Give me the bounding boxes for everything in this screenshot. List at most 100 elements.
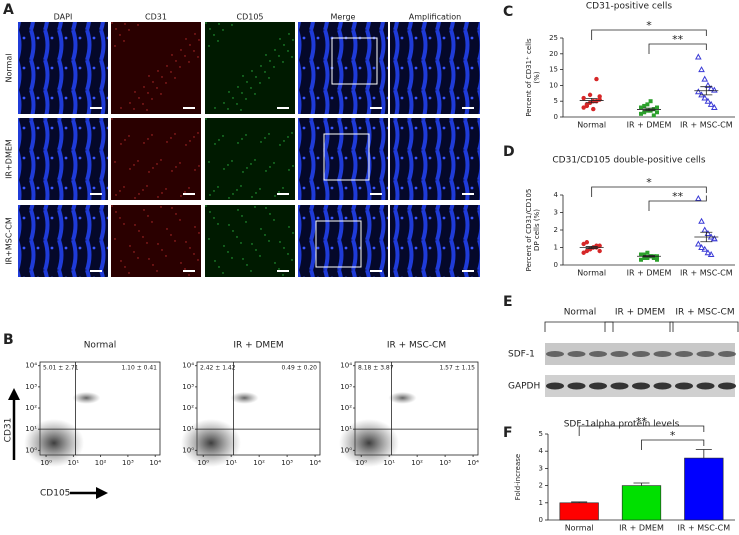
scale-bar <box>183 270 195 272</box>
y-tick-label: 10² <box>182 404 194 412</box>
speckle <box>171 54 173 56</box>
speckle <box>193 50 195 52</box>
y-tick-label: 3 <box>554 209 558 217</box>
speckle <box>274 49 276 51</box>
y-tick-label: 10³ <box>25 383 37 391</box>
speckle <box>143 209 145 211</box>
x-tick-label: IR + DMEM <box>627 269 672 278</box>
speckle <box>217 40 219 42</box>
speckle <box>279 38 281 40</box>
speckle <box>283 44 285 46</box>
speckle <box>264 71 266 73</box>
y-tick-label: 4 <box>554 191 559 199</box>
speckle <box>250 163 252 165</box>
speckle <box>143 142 145 144</box>
speckle <box>184 55 186 57</box>
speckle <box>152 264 154 266</box>
speckle <box>205 205 207 207</box>
point <box>701 94 709 101</box>
zoom-box <box>323 133 370 181</box>
band-label: GAPDH <box>508 382 540 392</box>
lane-group: IR + MSC-CM <box>675 308 734 318</box>
lane-bracket <box>604 321 674 332</box>
y-axis-label: Percent of CD31⁺ cells <box>525 38 533 117</box>
speckle <box>184 191 186 193</box>
speckle <box>205 118 207 120</box>
quadrant-label: 1.10 ± 0.41 <box>121 365 157 372</box>
speckle <box>148 75 150 77</box>
point <box>655 110 659 115</box>
speckle <box>147 215 149 217</box>
point <box>639 105 643 110</box>
x-tick-label: IR + MSC-CM <box>680 269 733 278</box>
y-tick-label: 10¹ <box>340 425 352 433</box>
y-tick-label: 10² <box>340 404 352 412</box>
column-header: DAPI <box>54 13 73 22</box>
speckle <box>287 136 289 138</box>
speckle <box>265 54 267 56</box>
zoom-box <box>331 37 378 85</box>
speckle <box>283 247 285 249</box>
micrograph <box>18 118 108 200</box>
band <box>546 382 564 390</box>
point <box>707 100 715 107</box>
speckle <box>223 102 225 104</box>
y-tick-label: 0 <box>554 113 558 121</box>
scale-bar <box>183 193 195 195</box>
speckle <box>174 133 176 135</box>
speckle <box>236 103 238 105</box>
panel-letter: A <box>3 2 14 18</box>
point <box>591 106 596 112</box>
speckle <box>282 187 284 189</box>
speckle <box>137 160 139 162</box>
speckle <box>240 109 242 111</box>
speckle <box>165 188 167 190</box>
speckle <box>274 195 276 197</box>
quadrant-label: 1.57 ± 1.15 <box>439 365 475 372</box>
speckle <box>241 92 243 94</box>
point <box>701 75 709 82</box>
speckle <box>120 143 122 145</box>
error-bar <box>571 501 588 503</box>
speckle <box>259 82 261 84</box>
speckle <box>209 28 211 30</box>
speckle <box>115 211 117 213</box>
y-tick-label: 15 <box>549 66 558 74</box>
speckle <box>198 39 200 41</box>
point <box>642 103 647 108</box>
point <box>639 257 643 262</box>
speckle <box>189 44 191 46</box>
speckle <box>161 192 163 194</box>
band <box>675 382 693 390</box>
scale-bar <box>277 193 289 195</box>
speckle <box>138 193 140 195</box>
y-tick-label: 4 <box>539 447 544 455</box>
significance-bracket <box>591 29 707 40</box>
speckle <box>133 108 135 110</box>
speckle <box>129 102 131 104</box>
speckle <box>246 264 248 266</box>
speckle <box>268 77 270 79</box>
speckle <box>273 219 275 221</box>
speckle <box>148 171 150 173</box>
point <box>707 250 715 257</box>
plot-frame <box>39 361 161 456</box>
point <box>698 243 705 250</box>
y-tick-label: 10¹ <box>182 425 194 433</box>
speckle <box>197 132 199 134</box>
quadrant-label: 2.42 ± 1.42 <box>200 365 236 372</box>
speckle <box>228 91 230 93</box>
speckle <box>185 144 187 146</box>
speckle <box>166 228 168 230</box>
speckle <box>222 29 224 31</box>
speckle <box>231 160 233 162</box>
speckle <box>291 259 293 261</box>
lane-bracket <box>544 321 614 332</box>
speckle <box>255 76 257 78</box>
point <box>645 102 650 107</box>
speckle <box>119 34 121 36</box>
x-tick-label: Normal <box>577 121 606 130</box>
scale-bar <box>277 270 289 272</box>
speckle <box>137 257 139 259</box>
y-tick-label: 2 <box>554 226 558 234</box>
